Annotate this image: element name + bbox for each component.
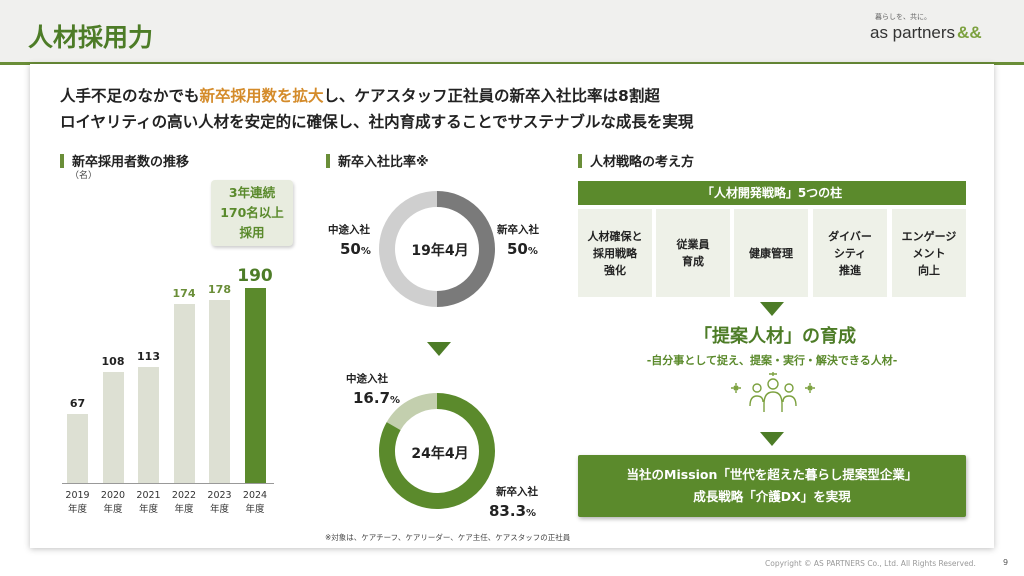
donut1-value-mid-number: 50 [340, 240, 361, 258]
bar-value-label: 174 [172, 287, 196, 301]
logo-tagline: 暮らしを、共に。 [875, 13, 931, 21]
bar-5 [244, 288, 266, 483]
bar-2 [138, 367, 159, 483]
donut-2019 [379, 191, 495, 307]
donut1-value-mid: 50% [340, 240, 371, 258]
bar-value-label: 113 [137, 350, 160, 364]
badge-line: 採用 [239, 225, 265, 240]
mission-box: 当社のMission「世代を超えた暮らし提案型企業」 成長戦略「介護DX」を実現 [578, 455, 966, 517]
logo-text: as partners [870, 23, 956, 42]
header-band [0, 0, 1024, 62]
down-arrow [760, 302, 784, 316]
x-tick-label: 2022 年度 [171, 490, 197, 515]
badge-line: 170名以上 [220, 205, 284, 220]
headline-highlight: 新卒採用数を拡大 [199, 87, 324, 105]
donut-2024 [379, 393, 495, 509]
headline-text: 人手不足のなかでも [60, 87, 200, 105]
pillar-card: ダイバー シティ 推進 [813, 209, 887, 297]
headline-line2: ロイヤリティの高い人材を安定的に確保し、社内育成することでサステナブルな成長を実… [60, 113, 694, 131]
mission-line: 当社のMission「世代を超えた暮らし提案型企業」 [626, 467, 918, 482]
talent-subtitle: -自分事として捉え、提案・実行・解決できる人材- [646, 354, 898, 367]
x-tick-label: 2024 年度 [242, 490, 268, 515]
hiring-badge: 3年連続 170名以上 採用 [211, 180, 293, 246]
donut2-label-mid: 中途入社 [346, 373, 388, 385]
pillar-card: 従業員 育成 [656, 209, 730, 297]
bar-value-label: 108 [101, 355, 125, 369]
headline-text: し、ケアスタッフ正社員の新卒入社比率は8割超 [323, 87, 660, 105]
down-arrow [427, 342, 451, 356]
header-divider [0, 62, 1024, 65]
donut2-value-mid-number: 16.7 [353, 389, 391, 407]
talent-title: 「提案人材」の育成 [694, 326, 856, 347]
pillars-header: 「人材開発戦略」5つの柱 [578, 181, 966, 205]
page-number: 9 [1003, 558, 1009, 567]
footnote: ※対象は、ケアチーフ、ケアリーダー、ケア主任、ケアスタッフの正社員 [325, 533, 571, 542]
x-tick-label: 2019 年度 [65, 490, 90, 515]
donut2-center: 24年4月 [411, 446, 469, 462]
donut2-value-new: 83.3% [489, 502, 536, 520]
section-title-hires: 新卒採用者数の推移 [60, 151, 189, 170]
donut-slice-0 [386, 393, 438, 431]
x-axis [62, 483, 274, 484]
donut-slice-0 [379, 191, 438, 307]
bar-value-label: 190 [237, 266, 273, 286]
donut2-value-mid: 16.7% [353, 389, 400, 407]
percent-unit: % [360, 246, 371, 257]
headline-line1: 人手不足のなかでも新卒採用数を拡大し、ケアスタッフ正社員の新卒入社比率は8割超 [60, 84, 660, 106]
donut1-label-new: 新卒入社 [497, 224, 539, 236]
copyright: Copyright © AS PARTNERS Co., Ltd. All Ri… [765, 559, 976, 568]
bar-value-label: 67 [69, 397, 86, 411]
pillar-card: エンゲージ メント 向上 [892, 209, 966, 297]
donut1-center: 19年4月 [411, 243, 469, 259]
page-title: 人材採用力 [28, 23, 154, 52]
donut2-label-new: 新卒入社 [496, 486, 538, 498]
bar-4 [209, 300, 230, 483]
bar-value-label: 178 [208, 283, 231, 297]
section-title-ratio: 新卒入社比率※ [326, 151, 429, 170]
percent-unit: % [526, 508, 537, 519]
pillar-card: 健康管理 [734, 209, 808, 297]
donut2-value-new-number: 83.3 [489, 502, 527, 520]
bar-3 [173, 304, 195, 483]
percent-unit: % [390, 395, 401, 406]
donut-slice-1 [436, 191, 495, 307]
badge-line: 3年連続 [228, 185, 276, 200]
pillar-card: 人材確保と 採用戦略 強化 [578, 209, 652, 297]
x-tick-label: 2023 年度 [207, 490, 232, 515]
company-logo: as partners && [870, 23, 982, 43]
percent-unit: % [527, 246, 538, 257]
x-tick-label: 2021 年度 [136, 490, 161, 515]
team-icon [731, 372, 815, 412]
logo-mark: && [957, 23, 982, 42]
donut1-label-mid: 中途入社 [328, 224, 370, 236]
hires-unit: （名） [70, 171, 98, 181]
down-arrow [760, 432, 784, 446]
x-tick-label: 2020 年度 [100, 490, 126, 515]
donut-slice-1 [379, 393, 495, 509]
donut1-value-new-number: 50 [507, 240, 528, 258]
bar-0 [67, 414, 88, 483]
mission-line: 成長戦略「介護DX」を実現 [693, 489, 851, 504]
donut1-value-new: 50% [507, 240, 538, 258]
section-title-strategy: 人材戦略の考え方 [578, 151, 694, 170]
bar-1 [102, 372, 124, 483]
